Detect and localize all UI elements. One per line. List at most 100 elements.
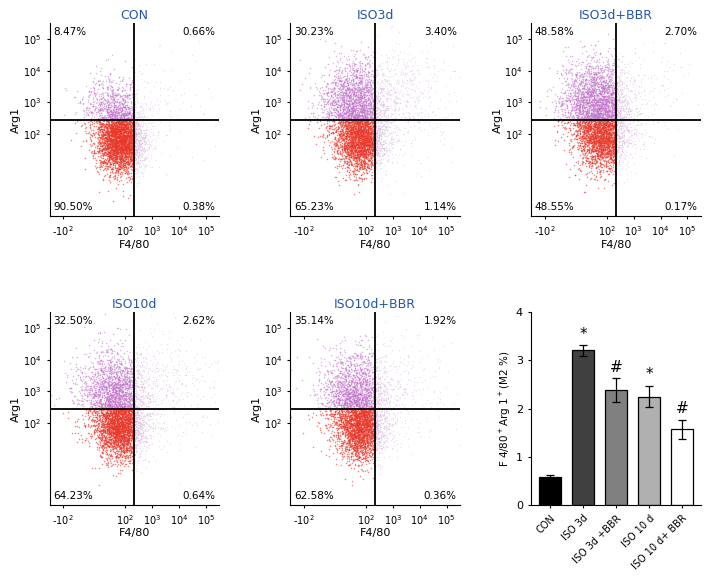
Point	[348, 410, 359, 419]
Point	[350, 121, 361, 130]
Point	[131, 401, 142, 410]
Point	[106, 130, 118, 139]
Point	[113, 164, 125, 173]
Point	[115, 131, 127, 141]
Point	[325, 107, 336, 116]
Point	[599, 137, 610, 147]
Point	[363, 426, 375, 435]
Point	[355, 126, 367, 136]
Point	[352, 448, 363, 458]
Point	[349, 438, 360, 448]
Point	[123, 419, 135, 428]
Point	[355, 158, 366, 167]
Point	[346, 410, 357, 420]
Point	[108, 380, 119, 390]
Point	[417, 400, 428, 410]
Point	[105, 151, 117, 161]
Point	[357, 83, 368, 93]
Point	[136, 153, 147, 162]
Point	[382, 409, 393, 418]
Point	[109, 375, 120, 384]
Point	[118, 110, 130, 119]
Point	[360, 153, 371, 162]
Point	[605, 164, 616, 174]
Point	[617, 116, 628, 126]
Point	[370, 142, 381, 151]
Point	[446, 157, 457, 167]
Point	[128, 404, 139, 413]
Point	[402, 352, 413, 361]
Point	[351, 379, 362, 388]
Point	[583, 76, 594, 85]
Point	[362, 98, 374, 107]
Point	[337, 390, 348, 399]
Point	[573, 80, 584, 90]
Point	[123, 420, 135, 429]
Point	[101, 142, 113, 151]
Point	[117, 426, 128, 435]
Point	[355, 139, 367, 149]
Point	[139, 379, 151, 388]
Point	[101, 449, 113, 458]
Point	[355, 426, 366, 435]
Point	[114, 374, 125, 383]
Point	[115, 405, 126, 414]
Point	[577, 131, 588, 141]
Point	[323, 113, 334, 123]
Point	[554, 95, 565, 104]
Point	[139, 375, 150, 384]
Point	[399, 384, 411, 393]
Point	[115, 420, 127, 429]
Point	[368, 411, 379, 421]
Point	[341, 387, 353, 397]
Point	[144, 379, 155, 389]
Point	[588, 101, 599, 110]
Point	[98, 150, 110, 159]
Point	[120, 447, 132, 456]
Point	[556, 98, 568, 107]
Point	[338, 134, 350, 144]
Point	[130, 427, 141, 436]
Point	[97, 425, 108, 434]
Point	[346, 432, 357, 441]
Point	[353, 432, 364, 441]
Point	[120, 414, 132, 423]
Point	[341, 411, 353, 420]
Point	[360, 384, 371, 393]
Point	[115, 393, 127, 402]
Point	[591, 101, 603, 110]
Point	[343, 128, 354, 137]
Point	[324, 87, 336, 96]
Point	[582, 109, 593, 118]
Point	[115, 145, 127, 154]
Point	[120, 130, 131, 140]
Point	[116, 431, 127, 440]
Point	[346, 86, 358, 96]
Point	[118, 421, 129, 430]
Point	[349, 151, 360, 160]
Point	[121, 422, 132, 431]
Point	[350, 399, 361, 408]
Point	[118, 444, 130, 454]
Point	[347, 113, 358, 122]
Point	[359, 139, 370, 149]
Point	[118, 416, 129, 425]
Point	[352, 381, 363, 390]
Point	[120, 144, 131, 153]
Point	[576, 42, 588, 52]
Point	[106, 423, 118, 432]
Point	[72, 370, 84, 380]
Point	[122, 461, 134, 471]
Point	[355, 155, 367, 164]
Point	[355, 403, 367, 413]
Point	[88, 429, 99, 438]
Point	[362, 141, 374, 150]
Point	[591, 77, 603, 87]
Point	[125, 150, 136, 159]
Point	[357, 446, 368, 456]
Point	[108, 397, 119, 407]
Point	[141, 139, 152, 148]
Point	[350, 124, 361, 133]
Point	[106, 134, 118, 143]
Point	[345, 406, 356, 415]
